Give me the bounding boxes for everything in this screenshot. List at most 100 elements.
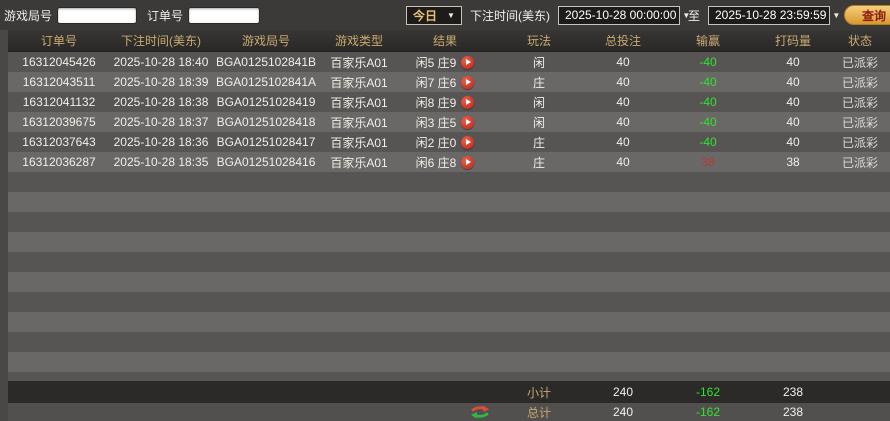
total-win-loss: -162 [695,405,721,419]
cell-total-bet: 40 [616,115,630,129]
subtotal-label: 小计 [526,385,551,400]
end-time-select[interactable]: 2025-10-28 23:59:59 ▼ [707,5,840,25]
cell-result: 闲7 庄6 [398,74,492,91]
cell-bet-time: 2025-10-28 18:39 [113,75,209,89]
cell-win-loss: -40 [699,135,717,149]
start-time-value: 2025-10-28 00:00:00 [564,8,677,22]
col-header-round: 游戏局号 [241,34,290,48]
result-text: 闲5 庄9 [415,55,457,70]
play-icon[interactable] [461,135,475,149]
cell-total-bet: 40 [616,135,630,149]
result-text: 闲3 庄5 [415,115,457,130]
result-text: 闲7 庄6 [415,75,457,90]
cell-game-type: 百家乐A01 [330,155,388,170]
chevron-down-icon: ▼ [832,10,841,20]
cell-round: BGA01251028417 [216,135,316,149]
cell-play: 庄 [532,135,545,150]
total-label: 总计 [526,405,551,420]
cell-round: BGA01251028419 [216,95,316,109]
cell-turnover: 40 [786,55,800,69]
cell-round: BGA01251028418 [216,115,316,129]
filter-bar: 游戏局号 订单号 今日 ▼ 下注时间(美东) 2025-10-28 00:00:… [0,0,890,30]
cell-win-loss: -40 [699,115,717,129]
cell-game-type: 百家乐A01 [330,135,388,150]
cell-result: 闲3 庄5 [398,114,492,131]
order-no-input[interactable] [188,6,261,24]
cell-bet-time: 2025-10-28 18:36 [113,135,209,149]
play-icon[interactable] [461,75,475,89]
cell-win-loss: -40 [699,55,717,69]
to-label: 至 [687,8,700,23]
cell-play: 闲 [532,55,545,70]
cell-play: 庄 [532,155,545,170]
cell-result: 闲8 庄9 [398,94,492,111]
col-header-win-loss: 输赢 [695,34,720,48]
cell-status: 已派彩 [841,135,878,150]
cell-turnover: 40 [786,115,800,129]
cell-order-no: 16312039675 [22,115,96,129]
cell-win-loss: -40 [699,95,717,109]
cell-status: 已派彩 [841,115,878,130]
cell-game-type: 百家乐A01 [330,55,388,70]
cell-play: 闲 [532,95,545,110]
search-button[interactable]: 查询 [843,5,890,25]
total-icon-cell [398,405,492,419]
table-row: 16312037643 2025-10-28 18:36 BGA01251028… [0,132,890,152]
cell-game-type: 百家乐A01 [330,75,388,90]
col-header-game-type: 游戏类型 [334,34,383,48]
cell-order-no: 16312037643 [22,135,96,149]
table-row: 16312041132 2025-10-28 18:38 BGA01251028… [0,92,890,112]
cell-total-bet: 40 [616,155,630,169]
cell-game-type: 百家乐A01 [330,115,388,130]
col-header-total-bet: 总投注 [604,34,641,48]
cell-round: BGA0125102841B [215,55,317,69]
play-icon[interactable] [461,55,475,69]
end-time-value: 2025-10-28 23:59:59 [714,8,827,22]
cell-turnover: 40 [786,135,800,149]
start-time-select[interactable]: 2025-10-28 00:00:00 ▼ [557,5,690,25]
cell-round: BGA01251028416 [216,155,316,169]
table-row: 16312043511 2025-10-28 18:39 BGA01251028… [0,72,890,92]
left-gutter [0,30,8,421]
col-header-bet-time: 下注时间(美东) [121,34,201,48]
play-icon[interactable] [461,115,475,129]
table-row: 16312036287 2025-10-28 18:35 BGA01251028… [0,152,890,172]
cell-win-loss: -40 [699,75,717,89]
cell-bet-time: 2025-10-28 18:37 [113,115,209,129]
cell-game-type: 百家乐A01 [330,95,388,110]
col-header-status: 状态 [847,34,872,48]
play-icon[interactable] [461,155,475,169]
col-header-turnover: 打码量 [774,34,811,48]
cell-order-no: 16312036287 [22,155,96,169]
subtotal-turnover: 238 [782,385,804,399]
cell-total-bet: 40 [616,55,630,69]
cell-total-bet: 40 [616,95,630,109]
col-header-play: 玩法 [526,34,551,48]
cell-order-no: 16312045426 [22,55,96,69]
cell-turnover: 40 [786,95,800,109]
order-no-label: 订单号 [147,8,184,23]
period-select[interactable]: 今日 ▼ [405,5,462,25]
period-select-value: 今日 [412,8,437,23]
empty-rows-area [0,172,890,381]
swap-refresh-icon[interactable] [470,405,490,419]
cell-turnover: 40 [786,75,800,89]
result-text: 闲6 庄8 [415,155,457,170]
cell-win-loss: 38 [701,155,715,169]
cell-result: 闲2 庄0 [398,134,492,151]
col-header-order-no: 订单号 [40,34,77,48]
chevron-down-icon: ▼ [682,10,691,20]
table-row: 16312039675 2025-10-28 18:37 BGA01251028… [0,112,890,132]
cell-status: 已派彩 [841,95,878,110]
subtotal-win-loss: -162 [695,385,721,399]
bet-time-label: 下注时间(美东) [469,8,550,23]
table-row: 16312045426 2025-10-28 18:40 BGA01251028… [0,52,890,72]
game-round-input[interactable] [57,6,138,24]
cell-bet-time: 2025-10-28 18:40 [113,55,209,69]
cell-order-no: 16312043511 [22,75,96,89]
cell-total-bet: 40 [616,75,630,89]
cell-result: 闲6 庄8 [398,154,492,171]
cell-play: 庄 [532,75,545,90]
play-icon[interactable] [461,95,475,109]
